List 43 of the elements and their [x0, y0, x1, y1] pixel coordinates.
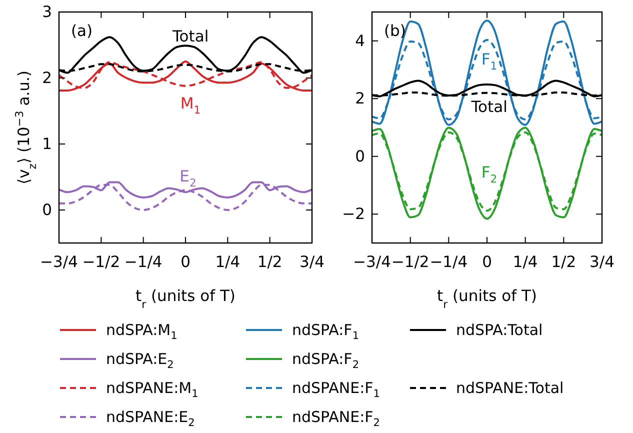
y-tick-label: 4 [355, 32, 365, 50]
legend-label: ndSPA:F$_{1}$ [292, 321, 360, 342]
x-tick-label: 1/2 [257, 253, 282, 271]
y-tick-label: 0 [42, 201, 52, 219]
x-tick-label: −3/4 [353, 253, 391, 271]
legend-label: ndSPA:F$_{2}$ [292, 350, 360, 371]
x-tick-label: 1/4 [215, 253, 240, 271]
x-tick-label: −1/2 [391, 253, 430, 271]
x-tick-label: −1/4 [430, 253, 468, 271]
legend-label: ndSPANE:F$_{1}$ [292, 379, 380, 400]
line-series [371, 20, 603, 126]
legend-label: ndSPANE:F$_{2}$ [292, 408, 380, 429]
x-axis-title: t$_{r}$ (units of T) [136, 287, 236, 310]
y-tick-label: 1 [42, 135, 52, 153]
annotation: (a) [71, 22, 93, 40]
annotation: Total [470, 98, 508, 116]
legend-label: ndSPA:Total [456, 321, 543, 339]
legend-label: ndSPANE:M$_{1}$ [106, 379, 198, 400]
x-tick-label: 0 [482, 253, 492, 271]
x-axis-title: t$_{r}$ (units of T) [437, 287, 537, 310]
y-tick-label: 2 [42, 69, 52, 87]
y-tick-label: 3 [42, 3, 52, 21]
x-tick-label: −3/4 [40, 253, 78, 271]
annotation: F$_{2}$ [481, 164, 498, 186]
annotation: E$_{2}$ [180, 168, 196, 190]
legend-label: ndSPA:M$_{1}$ [106, 321, 178, 342]
annotation: F$_{1}$ [481, 50, 498, 73]
y-tick-label: −2 [342, 205, 365, 224]
legend-label: ndSPANE:Total [456, 379, 564, 397]
x-tick-label: −1/2 [82, 253, 120, 271]
y-tick-label: 2 [355, 90, 365, 108]
annotation: (b) [384, 22, 406, 40]
x-tick-label: 3/4 [590, 253, 614, 271]
x-tick-label: 1/2 [551, 253, 576, 271]
x-tick-label: 3/4 [300, 253, 324, 271]
legend-label: ndSPA:E$_{2}$ [106, 350, 174, 371]
x-tick-label: −1/4 [124, 253, 162, 271]
y-tick-label: 0 [355, 147, 365, 166]
annotation: Total [171, 28, 209, 46]
x-tick-label: 0 [180, 253, 190, 271]
x-tick-label: 1/4 [512, 253, 538, 271]
annotation: M$_{1}$ [180, 94, 201, 117]
legend-label: ndSPANE:E$_{2}$ [106, 408, 195, 429]
